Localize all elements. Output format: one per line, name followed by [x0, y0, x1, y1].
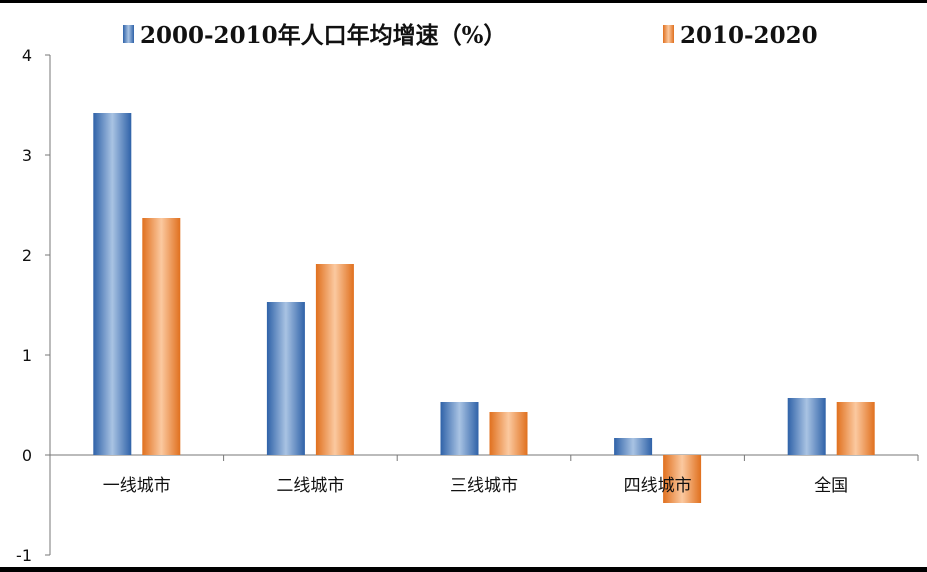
y-tick-label: 1 [22, 346, 32, 365]
category-label: 全国 [814, 476, 848, 496]
bar-series-1-1 [93, 113, 132, 455]
legend-label: 2000-2010年人口年均增速（%） [140, 22, 506, 49]
legend-swatch [663, 25, 674, 43]
category-labels: 一线城市 二线城市 三线城市 四线城市 全国 [103, 476, 848, 496]
bar-series-2-1 [142, 218, 181, 455]
y-tick-label: 3 [22, 146, 32, 165]
bar-series-1-2 [266, 302, 305, 455]
legend-swatch [123, 25, 134, 43]
bar-chart: 2000-2010年人口年均增速（%） 2010-2020 -1 0 1 2 3 4 一线城… [16, 22, 919, 565]
bar-series-1-5 [787, 398, 826, 455]
y-tick-label: -1 [16, 546, 32, 565]
bar-series-2-4 [663, 455, 702, 503]
bar-series-2-2 [315, 264, 354, 455]
y-tick-label: 2 [22, 246, 32, 265]
category-label: 四线城市 [624, 476, 692, 496]
category-label: 一线城市 [103, 476, 171, 496]
bars [93, 113, 875, 503]
y-tick-label: 0 [22, 446, 32, 465]
bar-series-2-3 [489, 412, 528, 455]
category-label: 三线城市 [450, 476, 518, 496]
bar-series-1-3 [440, 402, 479, 455]
y-tick-label: 4 [22, 46, 32, 65]
legend-label: 2010-2020 [680, 22, 818, 49]
axes: -1 0 1 2 3 4 [16, 46, 919, 565]
category-label: 二线城市 [276, 476, 344, 496]
bar-series-2-5 [836, 402, 875, 455]
bar-series-1-4 [614, 438, 653, 455]
legend: 2000-2010年人口年均增速（%） 2010-2020 [123, 22, 818, 49]
